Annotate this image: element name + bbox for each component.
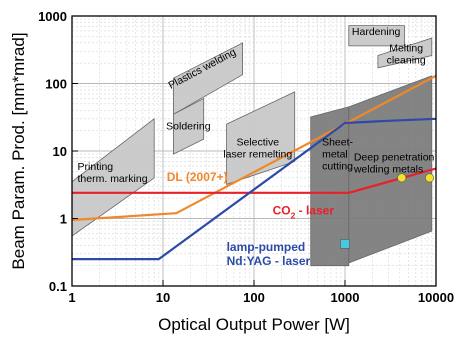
laser-series xyxy=(72,74,436,261)
region-label-line: Printing xyxy=(78,161,114,173)
x-tick-label: 10000 xyxy=(418,290,454,305)
x-tick-label: 100 xyxy=(243,290,265,305)
region-label-line: Hardening xyxy=(352,26,401,38)
y-axis-title: Beam Param. Prod. [mm*mrad] xyxy=(9,32,28,269)
region-2 xyxy=(172,97,205,155)
marker-square-2 xyxy=(340,239,350,249)
region-label-0: Printing therm. marking xyxy=(78,161,148,185)
co2-subscript: 2 xyxy=(291,210,296,220)
region-label-line: Sheet- xyxy=(322,137,353,149)
region-1 xyxy=(172,42,244,115)
region-label-line: cleaning xyxy=(387,54,426,66)
region-5 xyxy=(377,37,433,69)
region-label-line: Deep penetration xyxy=(354,152,435,164)
series-line-0 xyxy=(72,74,436,222)
region-label-line: laser remelting xyxy=(223,149,292,161)
region-0 xyxy=(72,117,155,237)
data-markers xyxy=(340,173,435,249)
y-tick-label: 100 xyxy=(45,77,67,92)
region-3 xyxy=(226,91,296,185)
x-tick-label: 1000 xyxy=(331,290,360,305)
y-tick-label: 1 xyxy=(60,212,67,227)
co2-main: CO xyxy=(273,203,291,217)
series-label-dl: DL (2007+) xyxy=(167,170,228,184)
ndyag-label-line: Nd:YAG - laser xyxy=(227,254,311,268)
y-tick-label: 10 xyxy=(53,144,67,159)
region-label-3: Selective laser remelting xyxy=(223,137,292,161)
x-axis-title: Optical Output Power [W] xyxy=(158,315,350,334)
region-label-2: Soldering xyxy=(166,120,211,132)
region-label-line: Melting xyxy=(389,42,423,54)
region-label-line: welding metals xyxy=(353,164,423,176)
region-label-5: Melting cleaning xyxy=(387,42,426,66)
marker-circle-0 xyxy=(397,173,407,183)
series-line-1 xyxy=(72,167,436,194)
marker-circle-1 xyxy=(425,173,435,183)
application-regions xyxy=(72,25,433,267)
series-label-ndyag: lamp-pumped Nd:YAG - laser xyxy=(227,240,311,268)
region-label-line: cutting xyxy=(322,161,353,173)
region-label-line: Soldering xyxy=(166,120,211,132)
region-label-line: Selective xyxy=(236,137,279,149)
series-label-co2: CO2 - laser xyxy=(273,203,335,220)
co2-suffix: - laser xyxy=(295,203,334,217)
region-label-4: Hardening xyxy=(352,26,401,38)
region-4 xyxy=(348,25,405,47)
x-tick-label: 10 xyxy=(156,290,170,305)
x-tick-label: 1 xyxy=(68,290,75,305)
y-tick-label: 1000 xyxy=(38,9,67,24)
ndyag-label-line: lamp-pumped xyxy=(227,240,306,254)
region-label-7: Deep penetration welding metals xyxy=(353,152,435,176)
y-tick-label: 0.1 xyxy=(49,279,67,294)
region-label-line: therm. marking xyxy=(78,173,148,185)
series-line-2 xyxy=(72,117,436,261)
region-label-line: metal xyxy=(322,149,348,161)
region-label-6: Sheet-metal cutting xyxy=(322,137,353,173)
